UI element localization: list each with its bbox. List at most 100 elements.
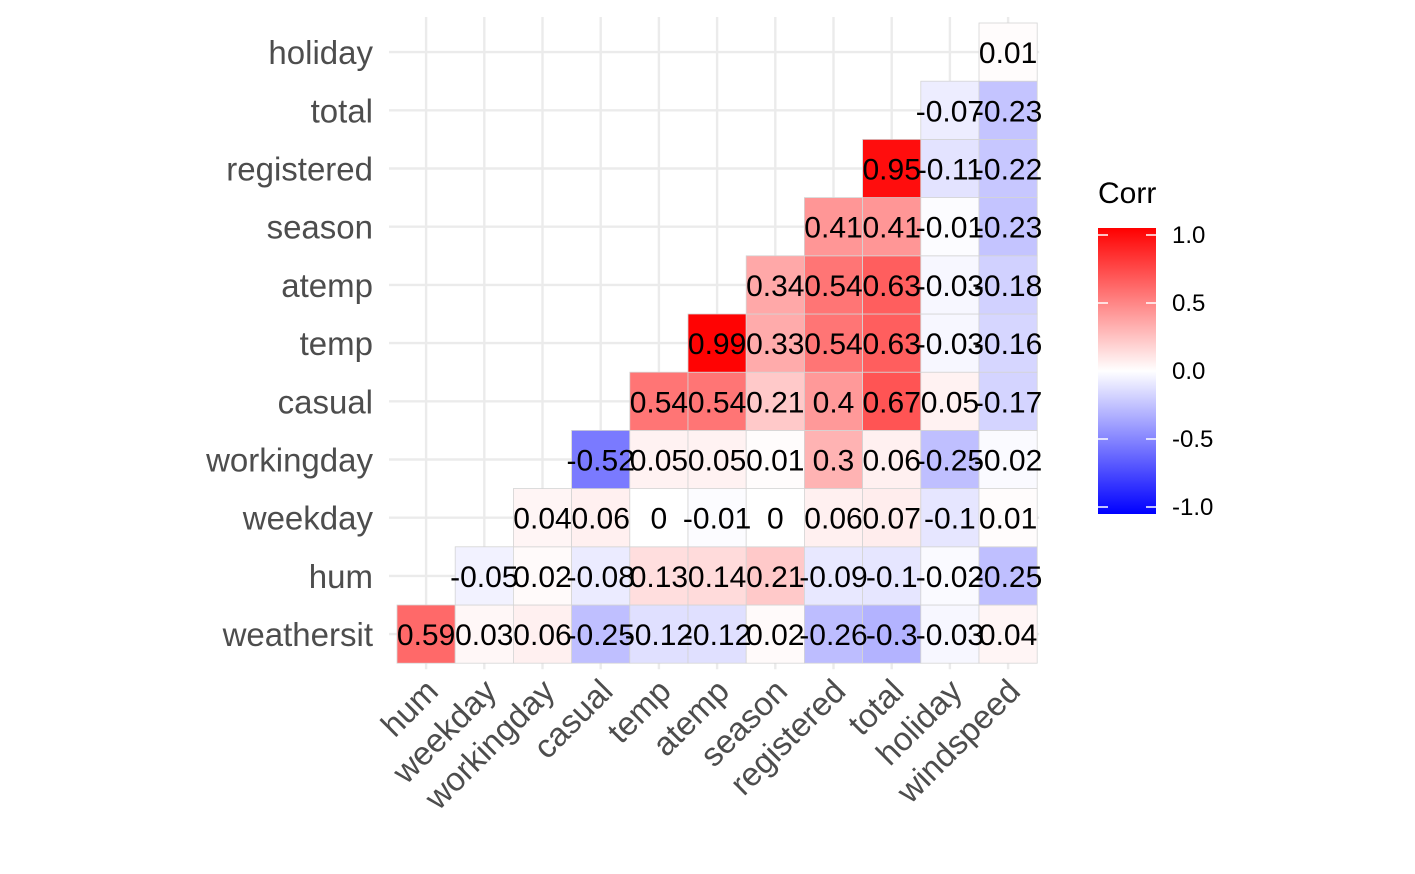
y-tick-label: hum	[309, 558, 373, 595]
cell-value-label: -0.3	[866, 619, 918, 652]
heatmap-cell	[745, 255, 805, 315]
cell-value-label: 0.99	[688, 328, 746, 361]
heatmap-cell	[978, 197, 1038, 257]
cell-value-label: 0	[767, 503, 784, 536]
cell-value-label: 0.05	[921, 386, 979, 419]
heatmap-cell	[571, 429, 631, 489]
cell-value-label: 0.34	[746, 270, 804, 303]
cell-value-label: 0.54	[688, 386, 746, 419]
heatmap-cell	[804, 429, 864, 489]
heatmap-cell	[396, 604, 456, 664]
heatmap-cell	[629, 371, 689, 431]
heatmap-cell	[513, 488, 573, 548]
cell-value-label: 0.63	[863, 328, 921, 361]
cell-value-label: -0.12	[625, 619, 693, 652]
cell-value-label: 0.54	[630, 386, 688, 419]
heatmap-cells	[396, 22, 1038, 664]
cell-value-label: -0.03	[916, 270, 984, 303]
legend-tick-label: 0.5	[1172, 290, 1205, 317]
heatmap-cell	[687, 313, 747, 373]
heatmap-cell	[454, 604, 514, 664]
heatmap-cell	[920, 429, 980, 489]
heatmap-cell	[920, 546, 980, 606]
heatmap-cell	[978, 22, 1038, 82]
cell-value-label: 0.06	[804, 503, 862, 536]
cell-value-label: 0.3	[813, 445, 855, 478]
heatmap-cell	[920, 488, 980, 548]
cell-value-label: -0.01	[916, 212, 984, 245]
heatmap-cell	[687, 429, 747, 489]
heatmap-cell	[571, 604, 631, 664]
heatmap-cell	[978, 371, 1038, 431]
cell-value-label: 0.63	[863, 270, 921, 303]
cell-value-label: 0.33	[746, 328, 804, 361]
cell-value-label: -0.05	[450, 561, 518, 594]
heatmap-cell	[862, 488, 922, 548]
heatmap-cell	[978, 604, 1038, 664]
cell-value-label: 0.01	[979, 503, 1037, 536]
cell-value-label: 0.41	[863, 212, 921, 245]
heatmap-cell	[687, 604, 747, 664]
color-legend: Corr 1.0 0.5 0.0 -0.5 -1.0	[1098, 177, 1213, 521]
cell-value-label: 0.04	[979, 619, 1037, 652]
cell-value-label: 0.41	[804, 212, 862, 245]
cell-value-label: 0.54	[804, 270, 862, 303]
heatmap-cell	[804, 546, 864, 606]
legend-tick-label: 1.0	[1172, 222, 1205, 249]
cell-value-label: -0.12	[683, 619, 751, 652]
y-tick-label: temp	[300, 325, 373, 362]
heatmap-cell	[978, 138, 1038, 198]
legend-ticks: 1.0 0.5 0.0 -0.5 -1.0	[1098, 222, 1213, 521]
heatmap-cell	[862, 197, 922, 257]
heatmap-cell	[804, 488, 864, 548]
heatmap-cell	[745, 546, 805, 606]
cell-value-label: -0.07	[916, 95, 984, 128]
heatmap-cell	[920, 138, 980, 198]
x-axis-tick-labels: humweekdayworkingdaycasualtempatempseaso…	[373, 672, 1027, 817]
cell-value-labels: 0.59 0.03-0.050.060.020.04-0.25-0.080.06-…	[397, 37, 1042, 652]
y-tick-label: total	[311, 92, 373, 129]
heatmap-cell	[978, 80, 1038, 140]
heatmap-cell	[862, 604, 922, 664]
cell-value-label: 0	[651, 503, 668, 536]
heatmap-cell	[513, 546, 573, 606]
heatmap-cell	[454, 546, 514, 606]
cell-value-label: 0.03	[455, 619, 513, 652]
cell-value-label: 0.04	[513, 503, 571, 536]
cell-value-label: -0.25	[974, 561, 1042, 594]
cell-value-label: -0.03	[916, 328, 984, 361]
cell-value-label: -0.25	[567, 619, 635, 652]
cell-value-label: 0.95	[863, 154, 921, 187]
heatmap-cell	[862, 429, 922, 489]
cell-value-label: 0.01	[979, 37, 1037, 70]
heatmap-cell	[862, 371, 922, 431]
cell-value-label: 0.13	[630, 561, 688, 594]
heatmap-cell	[687, 371, 747, 431]
y-axis-tick-labels: weathersit hum weekday workingday casual temp…	[205, 34, 373, 653]
cell-value-label: 0.21	[746, 561, 804, 594]
heatmap-cell	[745, 488, 805, 548]
cell-value-label: -0.09	[799, 561, 867, 594]
heatmap-cell	[978, 313, 1038, 373]
legend-tick-label: -0.5	[1172, 426, 1213, 453]
heatmap-cell	[804, 255, 864, 315]
y-tick-label: season	[267, 209, 373, 246]
y-tick-label: weekday	[242, 500, 374, 537]
cell-value-label: 0.67	[863, 386, 921, 419]
cell-value-label: 0.14	[688, 561, 746, 594]
cell-value-label: -0.02	[974, 445, 1042, 478]
legend-title: Corr	[1098, 177, 1156, 210]
legend-tick-label: 0.0	[1172, 358, 1205, 385]
heatmap-cell	[745, 429, 805, 489]
cell-value-label: 0.06	[572, 503, 630, 536]
y-tick-label: registered	[226, 151, 373, 188]
cell-value-label: 0.02	[513, 561, 571, 594]
cell-value-label: 0.59	[397, 619, 455, 652]
cell-value-label: -0.17	[974, 386, 1042, 419]
cell-value-label: 0.21	[746, 386, 804, 419]
heatmap-cell	[862, 138, 922, 198]
legend-tick-label: -1.0	[1172, 494, 1213, 521]
heatmap-cell	[862, 313, 922, 373]
heatmap-cell	[629, 429, 689, 489]
heatmap-cell	[629, 604, 689, 664]
